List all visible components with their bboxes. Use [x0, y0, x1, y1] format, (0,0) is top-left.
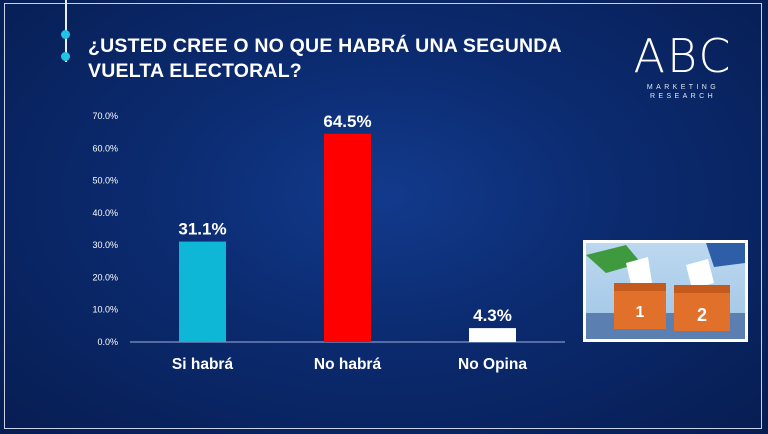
y-tick-label: 60.0%	[92, 143, 118, 153]
ballot-box-illustration: 1 2	[583, 240, 748, 342]
chart-title: ¿USTED CREE O NO QUE HABRÁ UNA SEGUNDA V…	[88, 35, 562, 82]
y-tick-label: 70.0%	[92, 111, 118, 121]
slide-frame	[4, 3, 762, 429]
bar	[469, 328, 516, 342]
y-tick-label: 0.0%	[97, 337, 118, 347]
abc-logo: ABC MARKETING RESEARCH	[618, 30, 748, 102]
x-tick-label: No habrá	[314, 356, 382, 373]
ballot-box-1-label: 1	[636, 304, 645, 321]
logo-text: ABC	[633, 29, 733, 83]
bar	[179, 241, 226, 342]
decorative-dot-icon	[61, 30, 70, 39]
y-tick-label: 30.0%	[92, 240, 118, 250]
y-tick-label: 50.0%	[92, 176, 118, 186]
bar	[324, 133, 371, 342]
x-tick-label: No Opina	[458, 356, 527, 373]
y-tick-label: 40.0%	[92, 208, 118, 218]
data-label: 64.5%	[323, 112, 371, 131]
logo-subtitle-line2: RESEARCH	[649, 93, 717, 100]
x-tick-label: Si habrá	[172, 356, 234, 373]
ballot-box-illustration-icon: 1 2	[586, 243, 745, 339]
y-tick-label: 20.0%	[92, 272, 118, 282]
decorative-dot-icon	[61, 52, 70, 61]
y-tick-label: 10.0%	[92, 305, 118, 315]
data-label: 31.1%	[178, 220, 226, 239]
logo-subtitle-line1: MARKETING	[646, 84, 720, 91]
data-label: 4.3%	[473, 306, 512, 325]
ballot-box-2-label: 2	[697, 305, 707, 325]
